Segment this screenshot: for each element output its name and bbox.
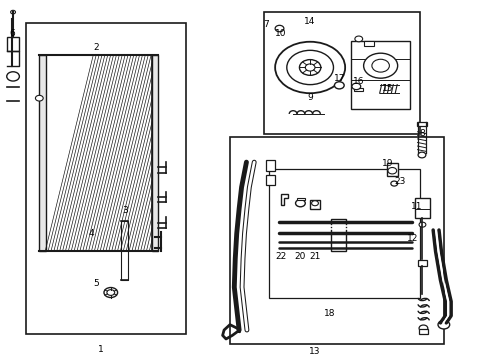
Bar [331, 219, 346, 251]
Bar [414, 198, 429, 217]
Circle shape [295, 200, 305, 207]
Circle shape [437, 320, 449, 329]
Circle shape [311, 201, 318, 206]
Bar [45, 55, 152, 251]
Text: 7: 7 [263, 20, 269, 29]
Bar [39, 55, 45, 251]
Bar [296, 198, 305, 201]
Circle shape [418, 222, 425, 227]
Bar [229, 137, 443, 344]
Circle shape [418, 325, 427, 332]
Text: 14: 14 [304, 17, 315, 26]
Bar [386, 163, 397, 176]
Circle shape [390, 181, 397, 186]
Text: 5: 5 [93, 279, 99, 288]
Text: 2: 2 [93, 43, 99, 52]
Circle shape [299, 60, 320, 75]
Text: 15: 15 [382, 84, 393, 93]
Bar [363, 41, 373, 46]
Bar [268, 169, 419, 298]
Bar [416, 122, 427, 126]
Circle shape [275, 42, 345, 93]
Circle shape [354, 36, 362, 42]
Circle shape [417, 152, 425, 158]
Bar [120, 221, 128, 280]
Text: 17: 17 [333, 74, 345, 83]
Bar [264, 12, 419, 134]
Bar [266, 160, 275, 171]
Bar [309, 200, 319, 208]
Circle shape [351, 83, 360, 90]
Text: 10: 10 [275, 29, 286, 38]
Circle shape [11, 10, 16, 14]
Circle shape [107, 290, 115, 296]
Circle shape [371, 59, 388, 72]
Text: 18: 18 [323, 310, 335, 319]
Circle shape [334, 82, 344, 89]
Circle shape [305, 64, 314, 71]
Text: 23: 23 [394, 177, 405, 186]
Text: 6: 6 [9, 29, 15, 38]
Circle shape [363, 53, 397, 78]
Text: 3: 3 [122, 206, 128, 215]
Circle shape [35, 95, 43, 101]
Text: 1: 1 [98, 345, 104, 354]
Text: 21: 21 [309, 252, 320, 261]
Bar [418, 329, 427, 334]
Text: 4: 4 [88, 229, 94, 238]
Text: 16: 16 [352, 77, 364, 86]
Bar [26, 23, 186, 334]
Text: 19: 19 [382, 159, 393, 168]
Circle shape [7, 72, 20, 81]
Circle shape [387, 167, 396, 174]
Circle shape [104, 288, 117, 297]
Circle shape [286, 50, 333, 85]
Bar [351, 41, 409, 109]
Text: 12: 12 [406, 234, 417, 243]
Bar [7, 37, 20, 51]
Text: 22: 22 [275, 252, 286, 261]
Text: 13: 13 [308, 347, 320, 356]
Circle shape [275, 25, 284, 32]
Bar [266, 175, 275, 185]
Text: 9: 9 [306, 93, 312, 102]
Bar [417, 260, 427, 266]
Bar [151, 55, 158, 251]
Text: 11: 11 [410, 202, 422, 211]
Bar [354, 88, 363, 91]
Text: 20: 20 [294, 252, 305, 261]
Text: 8: 8 [418, 129, 424, 138]
